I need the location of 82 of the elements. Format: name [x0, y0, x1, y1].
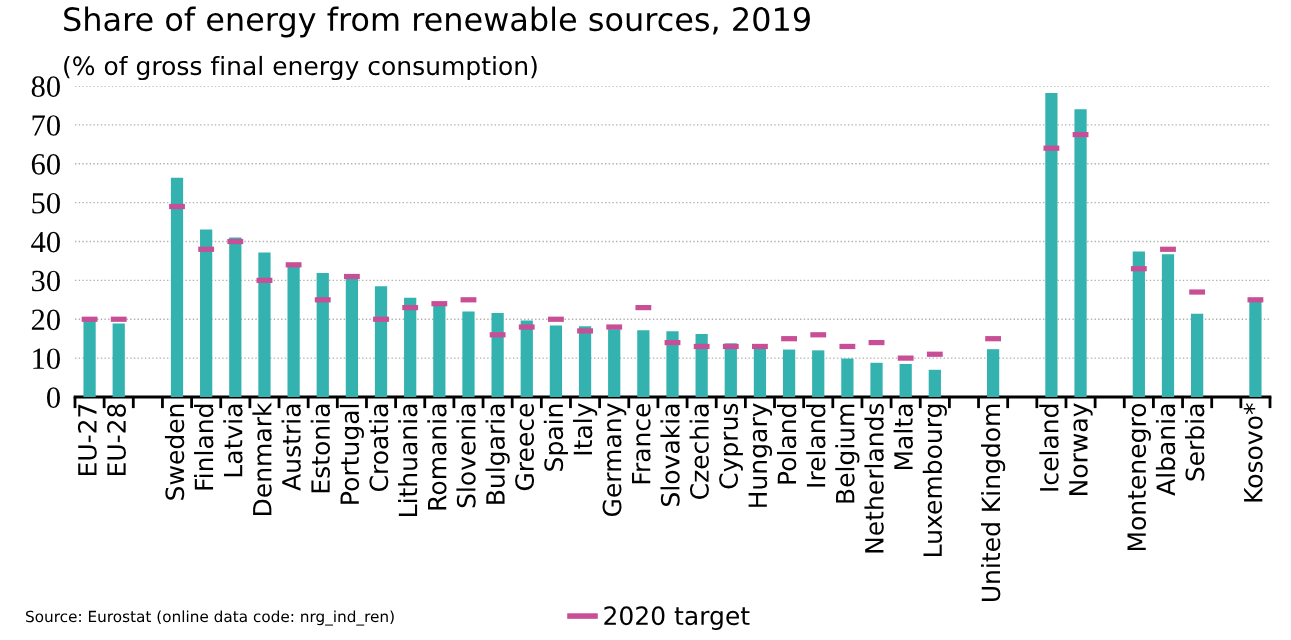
x-tick-label: Croatia	[368, 404, 389, 492]
x-tick-label: Norway	[1069, 403, 1093, 495]
bar	[870, 362, 883, 397]
bar	[899, 363, 912, 397]
source-note: Source: Eurostat (online data code: nrg_ind_ren)	[26, 610, 394, 626]
x-tick-label: Cyprus	[719, 403, 743, 489]
bar	[404, 297, 417, 397]
y-tick-label: 80	[31, 76, 60, 97]
x-tick-label: Netherlands	[864, 403, 884, 553]
x-tick-label: Latvia	[223, 404, 243, 477]
bar	[491, 313, 504, 397]
x-tick-label: Malta	[893, 404, 913, 470]
x-tick-label: Montenegro	[1127, 403, 1151, 551]
x-tick-label: Romania	[427, 404, 447, 510]
bar	[287, 266, 300, 397]
bar	[170, 177, 184, 397]
chart-title: Share of energy from renewable sources, 2019	[64, 6, 810, 38]
bar	[258, 252, 271, 397]
x-tick-label: Denmark	[252, 402, 272, 515]
y-tick-label: 10	[33, 348, 60, 370]
chart-subtitle: (% of gross final energy consumption)	[64, 55, 537, 81]
x-tick-label: Spain	[543, 404, 569, 471]
bar	[229, 237, 242, 397]
y-tick-label: 30	[32, 270, 60, 292]
bar	[1191, 313, 1204, 397]
bar	[782, 349, 796, 397]
x-tick-label: Kosovo*	[1243, 403, 1263, 502]
y-tick-label: 0	[47, 387, 60, 408]
bar	[1249, 300, 1262, 397]
bar	[1161, 254, 1175, 397]
bar	[666, 331, 679, 397]
bar	[637, 330, 650, 397]
y-tick-label: 20	[31, 309, 60, 331]
x-tick-label: Poland	[776, 404, 797, 484]
bar	[112, 323, 125, 397]
x-tick-label: EU-28	[107, 404, 126, 476]
bar	[578, 326, 592, 397]
bar	[462, 311, 475, 397]
x-tick-label: Estonia	[310, 404, 330, 493]
x-tick-label: Iceland	[1039, 404, 1059, 491]
bar	[841, 358, 854, 397]
x-tick-label: Austria	[281, 404, 301, 491]
x-tick-label: Finland	[194, 404, 214, 490]
x-tick-label: United Kingdom	[981, 404, 1006, 602]
bar	[345, 278, 359, 397]
x-tick-label: Belgium	[835, 404, 860, 503]
x-tick-label: Albania	[1155, 404, 1176, 496]
x-tick-label: Portugal	[339, 404, 364, 504]
y-tick-label: 40	[31, 231, 60, 253]
x-tick-label: France	[632, 403, 651, 484]
x-tick-label: EU-27	[77, 404, 97, 476]
bar	[374, 286, 388, 397]
y-tick-label: 50	[32, 192, 60, 214]
bar	[986, 349, 1000, 397]
x-tick-label: Lithuania	[398, 404, 418, 516]
bar	[753, 348, 767, 397]
bar	[549, 325, 563, 397]
x-tick-label: Serbia	[1185, 404, 1205, 481]
bar	[1132, 251, 1145, 397]
x-tick-label: Italy	[572, 403, 598, 455]
bar	[928, 369, 941, 397]
x-tick-label: Slovakia	[660, 404, 680, 506]
bar	[316, 272, 329, 397]
bar	[83, 320, 96, 397]
x-tick-label: Slovenia	[456, 404, 476, 508]
x-tick-label: Bulgaria	[485, 404, 510, 504]
x-tick-label: Ireland	[806, 404, 826, 487]
y-tick-label: 60	[31, 154, 60, 175]
y-tick-label: 70	[32, 115, 60, 136]
x-tick-label: Hungary	[748, 403, 773, 507]
bar	[608, 329, 621, 397]
legend-label: 2020 target	[604, 606, 750, 630]
x-tick-label: Germany	[602, 403, 627, 517]
x-tick-label: Sweden	[164, 404, 185, 500]
x-tick-label: Luxembourg	[922, 404, 947, 556]
bar	[200, 229, 213, 397]
bar	[520, 320, 533, 397]
bar	[1045, 93, 1058, 397]
x-tick-label: Greece	[515, 403, 535, 491]
bar	[1074, 109, 1087, 397]
bar	[812, 350, 825, 397]
x-tick-label: Czechia	[689, 404, 709, 499]
